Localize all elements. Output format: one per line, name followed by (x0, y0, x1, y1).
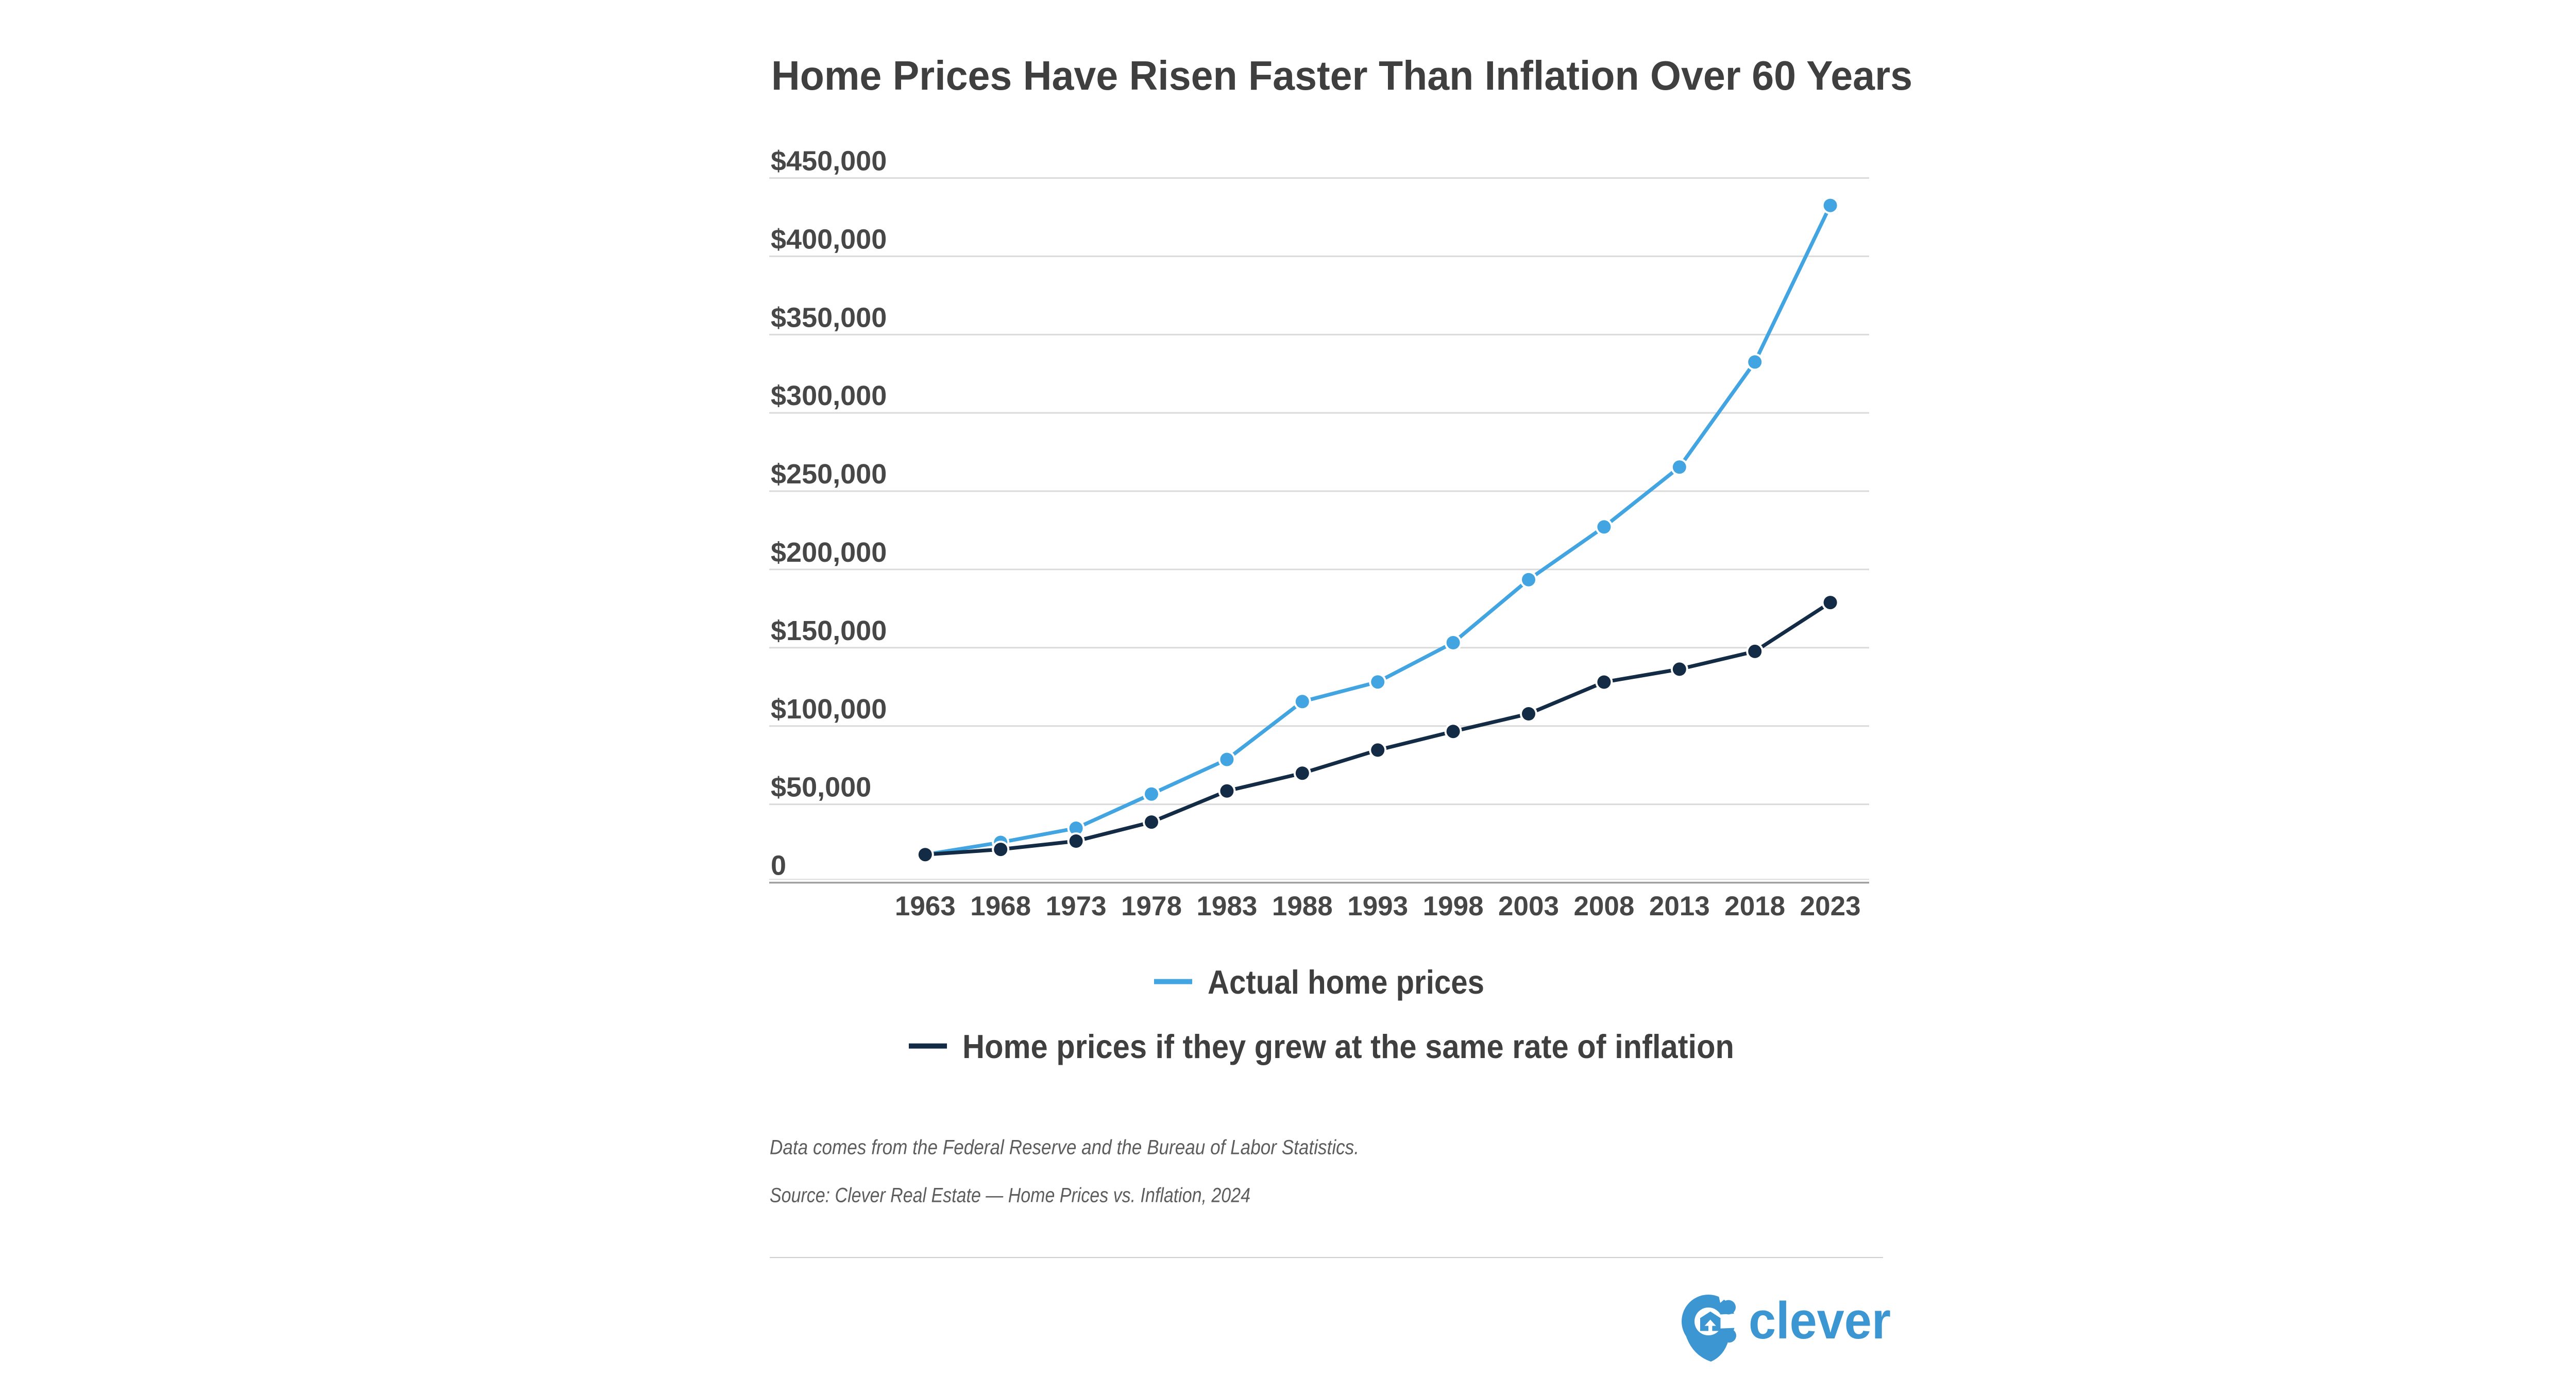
svg-text:1993: 1993 (1347, 891, 1408, 921)
svg-text:Actual home prices: Actual home prices (1208, 963, 1484, 1001)
svg-text:Source: Clever Real Estate — H: Source: Clever Real Estate — Home Prices… (770, 1184, 1250, 1207)
svg-text:$400,000: $400,000 (771, 224, 887, 255)
svg-text:$50,000: $50,000 (771, 772, 871, 803)
svg-text:1968: 1968 (970, 891, 1031, 921)
svg-text:1988: 1988 (1272, 891, 1333, 921)
svg-text:$100,000: $100,000 (771, 694, 887, 725)
svg-text:Home Prices Have Risen Faster: Home Prices Have Risen Faster Than Infla… (771, 53, 1912, 98)
svg-text:1973: 1973 (1046, 891, 1107, 921)
svg-text:$150,000: $150,000 (771, 615, 887, 646)
svg-text:$250,000: $250,000 (771, 459, 887, 490)
svg-text:Data comes from the Federal Re: Data comes from the Federal Reserve and … (770, 1136, 1359, 1159)
svg-text:clever: clever (1749, 1292, 1891, 1350)
svg-text:2008: 2008 (1573, 891, 1634, 921)
svg-text:1983: 1983 (1196, 891, 1257, 921)
svg-text:2023: 2023 (1800, 891, 1861, 921)
svg-text:$350,000: $350,000 (771, 302, 887, 333)
svg-text:1963: 1963 (895, 891, 956, 921)
svg-text:2018: 2018 (1724, 891, 1785, 921)
svg-text:$300,000: $300,000 (771, 380, 887, 411)
svg-text:$450,000: $450,000 (771, 146, 887, 177)
svg-text:Home prices if they grew at th: Home prices if they grew at the same rat… (962, 1028, 1734, 1065)
svg-text:2013: 2013 (1649, 891, 1710, 921)
svg-text:0: 0 (771, 850, 786, 881)
svg-text:2003: 2003 (1498, 891, 1559, 921)
svg-text:1998: 1998 (1423, 891, 1484, 921)
svg-text:1978: 1978 (1121, 891, 1182, 921)
svg-text:$200,000: $200,000 (771, 537, 887, 568)
